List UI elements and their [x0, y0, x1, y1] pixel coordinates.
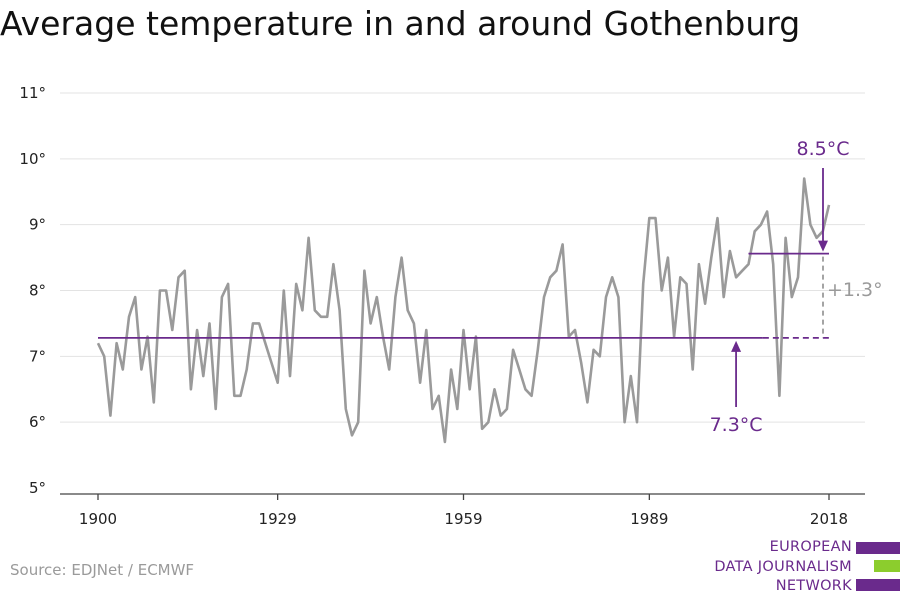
logo-line-2: DATA JOURNALISM — [714, 558, 852, 575]
logo-bar-top — [856, 542, 900, 554]
x-axis: 1900 1929 1959 1989 2018 — [60, 493, 865, 528]
x-tick-label: 2018 — [810, 510, 848, 528]
temperature-series-line — [96, 177, 831, 444]
y-tick-label: 9° — [29, 216, 46, 234]
x-tick-label: 1989 — [630, 510, 668, 528]
reference-layer — [98, 168, 829, 407]
y-tick-label: 5° — [29, 479, 46, 497]
baseline-arrow-head — [731, 340, 742, 352]
series-layer — [96, 177, 831, 444]
logo-line-1: EUROPEAN — [769, 539, 852, 555]
y-tick-label: 8° — [29, 282, 46, 300]
y-tick-label: 11° — [19, 84, 46, 102]
baseline-annotation-label: 7.3°C — [710, 414, 763, 436]
recent-arrow-head — [818, 240, 828, 252]
y-tick-label: 10° — [19, 150, 46, 168]
y-tick-label: 6° — [29, 413, 46, 431]
x-tick-label: 1959 — [444, 510, 482, 528]
difference-annotation-label: +1.3° — [827, 279, 883, 301]
y-tick-label: 7° — [29, 347, 46, 365]
x-tick-label: 1900 — [79, 510, 117, 528]
annotation-layer: 7.3°C 8.5°C +1.3° — [710, 138, 883, 436]
logo-bar-middle — [874, 560, 900, 572]
y-axis: 5° 6° 7° 8° 9° 10° 11° — [19, 84, 46, 497]
logo-text: EUROPEAN DATA JOURNALISM NETWORK — [714, 538, 852, 597]
source-note: Source: EDJNet / ECMWF — [10, 561, 195, 579]
x-tick-label: 1929 — [259, 510, 297, 528]
chart-title: Average temperature in and around Gothen… — [0, 4, 801, 43]
logo-bar-bottom — [856, 579, 900, 591]
recent-annotation-label: 8.5°C — [797, 138, 850, 160]
edjnet-logo: EUROPEAN DATA JOURNALISM NETWORK — [700, 538, 900, 596]
logo-line-3: NETWORK — [775, 578, 852, 594]
grid-lines — [60, 92, 865, 423]
